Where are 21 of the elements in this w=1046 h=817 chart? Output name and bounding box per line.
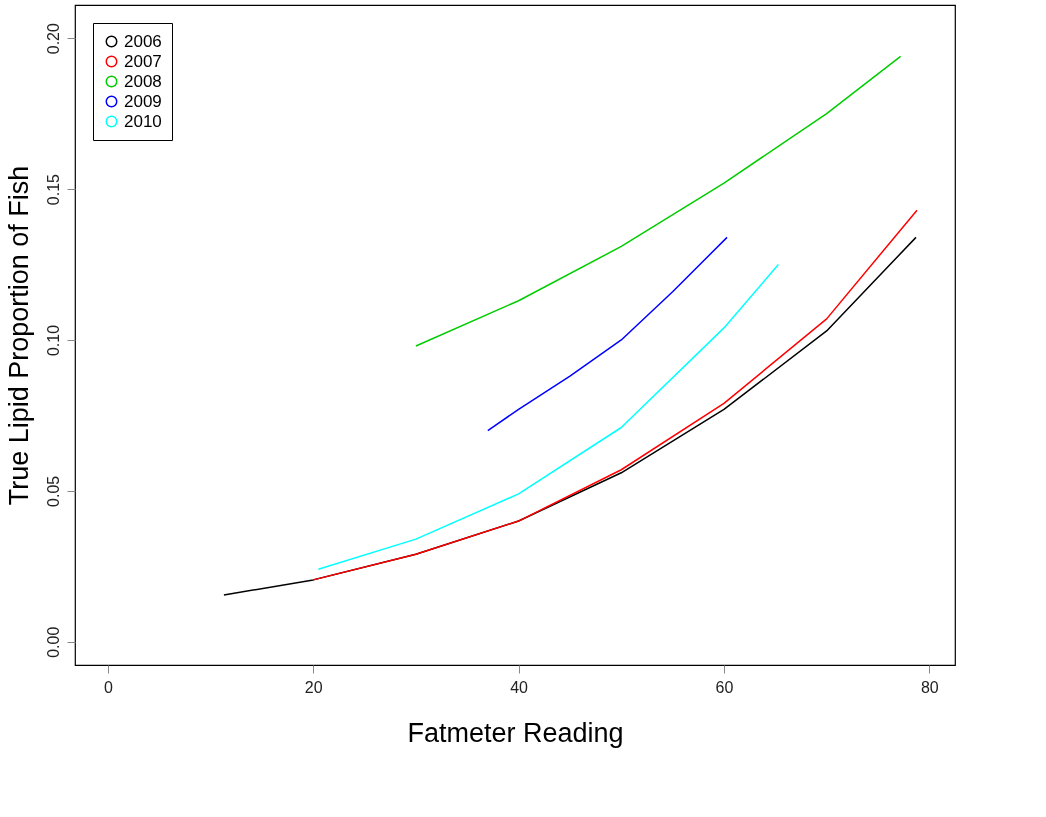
y-tick-label: 0.15 [44,173,62,206]
y-tick-label: 0.20 [44,23,62,55]
y-tick-label: 0.05 [44,475,62,507]
legend-label: 2009 [124,91,162,111]
y-tick-label: 0.10 [44,324,62,357]
line-series [317,263,780,571]
legend-label: 2006 [124,31,162,51]
legend-label: 2008 [124,71,162,91]
y-tick-label: 0.00 [44,626,62,658]
x-tick-label: 60 [715,678,734,696]
x-tick-label: 80 [920,678,939,696]
line-series [487,236,728,432]
y-axis-title: True Lipid Proportion of Fish [3,165,34,506]
x-tick-label: 0 [103,678,113,696]
line-series [312,209,918,581]
x-tick-label: 20 [304,678,323,696]
x-axis-title: Fatmeter Reading [407,717,624,748]
line-series [415,55,902,347]
legend-label: 2010 [124,111,162,131]
x-tick-label: 40 [510,678,529,696]
legend-label: 2007 [124,51,162,71]
